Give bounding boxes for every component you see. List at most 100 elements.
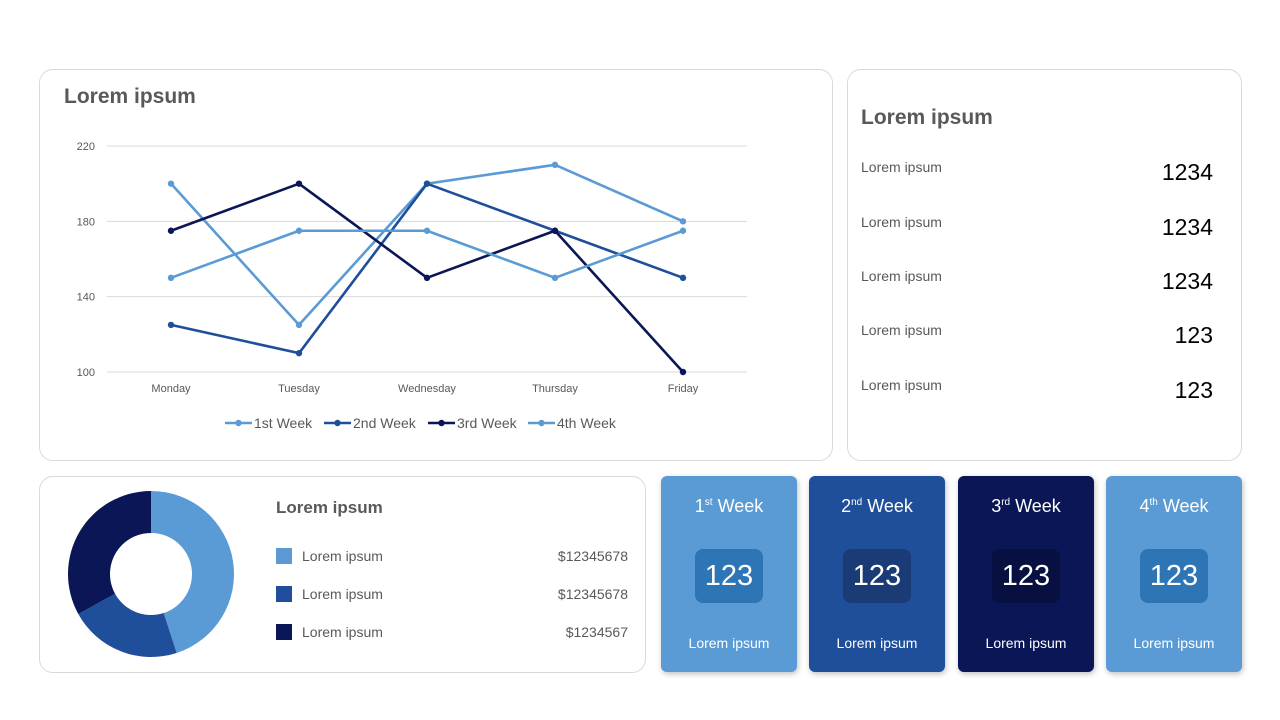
- donut-legend-label: Lorem ipsum: [302, 624, 383, 640]
- donut-slice: [68, 491, 151, 614]
- data-point: [679, 218, 687, 225]
- legend-swatch: [276, 586, 292, 602]
- legend-label: 4th Week: [557, 415, 617, 431]
- week-value-box: 123: [992, 549, 1060, 603]
- line-chart: 100 140 180 220 Monday Tuesday Wednesday Thursd…: [77, 141, 747, 431]
- legend-swatch: [276, 548, 292, 564]
- x-tick-label: Tuesday: [278, 383, 320, 395]
- data-point: [167, 321, 175, 329]
- x-tick-label: Wednesday: [398, 383, 456, 395]
- list-row-value: 1234: [1161, 214, 1213, 240]
- donut-legend-label: Lorem ipsum: [302, 548, 383, 564]
- legend-label: 2nd Week: [353, 415, 417, 431]
- data-point: [167, 180, 175, 187]
- week-ordinal-suffix: nd: [851, 497, 863, 508]
- week-card-title: 3rd Week: [958, 496, 1094, 517]
- week-card-1: 1st Week 123 Lorem ipsum: [661, 476, 797, 672]
- line-chart-title: Lorem ipsum: [64, 85, 196, 108]
- donut-slice: [151, 491, 234, 653]
- list-row: Lorem ipsum 1234: [861, 159, 1213, 189]
- legend-dot-marker: [235, 419, 242, 427]
- list-row-label: Lorem ipsum: [861, 214, 942, 230]
- week-word: Week: [1015, 496, 1061, 516]
- week-card-footer: Lorem ipsum: [1133, 635, 1215, 651]
- data-point: [167, 227, 175, 234]
- week-card-title: 4th Week: [1106, 496, 1242, 517]
- week-number: 2: [841, 496, 852, 516]
- list-row-label: Lorem ipsum: [861, 159, 942, 175]
- week-card-title: 1st Week: [661, 496, 797, 517]
- data-point: [679, 227, 687, 234]
- week-card-title: 2nd Week: [809, 496, 945, 517]
- week-value-box: 123: [843, 549, 911, 603]
- data-point: [295, 321, 303, 329]
- list-row: Lorem ipsum 1234: [861, 268, 1213, 298]
- data-point: [295, 227, 303, 234]
- donut-legend-item: Lorem ipsum $12345678: [276, 547, 628, 567]
- data-point: [295, 349, 303, 357]
- y-tick-label: 180: [77, 216, 95, 228]
- data-point: [551, 274, 559, 282]
- week-card-2: 2nd Week 123 Lorem ipsum: [809, 476, 945, 672]
- week-ordinal-suffix: rd: [1001, 497, 1011, 508]
- x-tick-label: Friday: [668, 383, 699, 395]
- data-point: [551, 161, 559, 169]
- legend-dot-marker: [538, 419, 545, 427]
- data-point: [679, 274, 687, 282]
- legend-label: 3rd Week: [457, 415, 518, 431]
- list-row-label: Lorem ipsum: [861, 377, 942, 393]
- data-point: [423, 180, 431, 187]
- week-ordinal-suffix: st: [704, 497, 713, 508]
- week-card-footer: Lorem ipsum: [836, 635, 918, 651]
- list-row-label: Lorem ipsum: [861, 268, 942, 284]
- donut-legend-item: Lorem ipsum $1234567: [276, 623, 628, 643]
- line-chart-card: Lorem ipsum 100 140 180 220 Monday Tuesday Wed…: [39, 69, 833, 461]
- week-word: Week: [867, 496, 913, 516]
- donut-legend-value: $1234567: [565, 624, 628, 640]
- donut-legend-value: $12345678: [557, 548, 628, 564]
- legend-swatch: [276, 624, 292, 640]
- legend-label: 1st Week: [254, 415, 313, 431]
- list-row-value: 1234: [1161, 268, 1213, 294]
- week-word: Week: [717, 496, 764, 516]
- value-list-title: Lorem ipsum: [861, 106, 993, 129]
- y-tick-label: 220: [77, 141, 95, 153]
- week-value-box: 123: [1140, 549, 1208, 603]
- week-ordinal-suffix: th: [1149, 497, 1158, 508]
- week-card-footer: Lorem ipsum: [985, 635, 1067, 651]
- week-number: 4: [1139, 496, 1150, 516]
- legend-dot-marker: [438, 419, 445, 427]
- donut-slice: [78, 593, 177, 657]
- series-line: [170, 163, 684, 327]
- list-row-label: Lorem ipsum: [861, 322, 942, 338]
- list-row: Lorem ipsum 123: [861, 322, 1213, 352]
- list-row-value: 1234: [1161, 159, 1213, 185]
- week-value-box: 123: [695, 549, 763, 603]
- y-tick-label: 100: [77, 367, 95, 379]
- donut-legend-value: $12345678: [557, 586, 628, 602]
- list-row: Lorem ipsum 123: [861, 377, 1213, 407]
- donut-legend-item: Lorem ipsum $12345678: [276, 585, 628, 605]
- list-row-value: 123: [1174, 322, 1213, 348]
- donut-chart-card: Lorem ipsum Lorem ipsum $12345678 Lorem …: [39, 476, 646, 673]
- donut-legend-label: Lorem ipsum: [302, 586, 383, 602]
- data-point: [551, 227, 559, 234]
- data-point: [423, 227, 431, 234]
- data-point: [679, 368, 687, 376]
- list-row: Lorem ipsum 1234: [861, 214, 1213, 244]
- week-number: 1: [694, 496, 705, 516]
- week-word: Week: [1162, 496, 1209, 516]
- x-tick-label: Monday: [151, 383, 191, 395]
- donut-legend-title: Lorem ipsum: [276, 498, 383, 517]
- week-card-4: 4th Week 123 Lorem ipsum: [1106, 476, 1242, 672]
- y-tick-label: 140: [77, 292, 95, 304]
- data-point: [295, 180, 303, 187]
- week-number: 3: [991, 496, 1002, 516]
- donut-chart: [68, 491, 234, 657]
- data-point: [423, 274, 431, 282]
- x-tick-label: Thursday: [532, 383, 578, 395]
- series-line: [170, 229, 684, 280]
- list-row-value: 123: [1174, 377, 1213, 403]
- value-list-card: Lorem ipsum Lorem ipsum 1234 Lorem ipsum…: [847, 69, 1242, 461]
- week-card-footer: Lorem ipsum: [688, 635, 770, 651]
